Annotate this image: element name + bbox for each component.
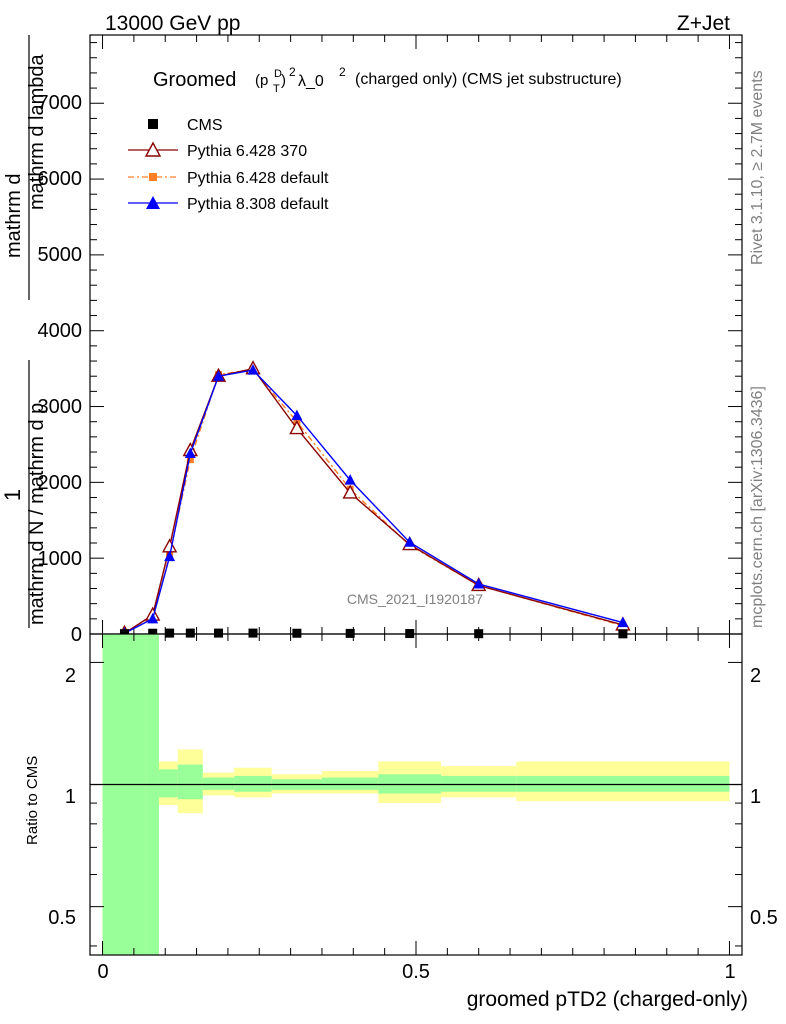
header-right: Z+Jet [677, 12, 730, 35]
svg-text:mathrm d lambda: mathrm d lambda [26, 54, 48, 210]
data-point [148, 628, 158, 638]
data-point [345, 628, 355, 638]
x-axis-label: groomed pTD2 (charged-only) [467, 988, 748, 1011]
ratio-band-green [202, 777, 235, 790]
ratio-axis-ticks [90, 634, 742, 955]
ratio-band-green [146, 634, 159, 955]
ratio-ytick-1: 1 [65, 786, 76, 808]
rivet-label: Rivet 3.1.10, ≥ 2.7M events [749, 70, 766, 265]
ratio-band-green [441, 775, 517, 792]
legend-label-pythia6-370: Pythia 6.428 370 [187, 143, 307, 160]
svg-text:mathrm d N / mathrm d p: mathrm d N / mathrm d p [26, 403, 48, 625]
ytick-0: 0 [71, 624, 82, 646]
data-point [404, 536, 416, 547]
svg-text:λ_0: λ_0 [298, 73, 324, 90]
ratio-band-green [177, 764, 203, 800]
data-point [473, 577, 485, 589]
ratio-band-green [102, 634, 147, 955]
ratio-ytick-1-right: 1 [750, 786, 761, 808]
ratio-ylabel: Ratio to CMS [24, 756, 41, 845]
ytick-2000: 2000 [38, 472, 83, 494]
svg-text:mathrm d: mathrm d [3, 174, 25, 258]
data-point [248, 628, 258, 638]
data-point [165, 628, 175, 638]
data-point [214, 628, 224, 638]
svg-text:Groomed: Groomed [153, 69, 236, 91]
svg-text:D: D [274, 68, 282, 80]
ytick-1000: 1000 [38, 548, 83, 570]
data-point [291, 409, 303, 421]
legend-entry-pythia6-370: Pythia 6.428 370 [128, 141, 307, 160]
main-ylabel: 1 mathrm d N / mathrm d p mathrm d mathr… [0, 35, 48, 628]
svg-text:T: T [273, 83, 280, 95]
data-point [342, 484, 358, 499]
data-point [289, 420, 305, 435]
ytick-7000: 7000 [38, 92, 83, 114]
ytick-5000: 5000 [38, 244, 83, 266]
svg-text:(charged only) (CMS jet substr: (charged only) (CMS jet substructure) [355, 71, 622, 88]
ratio-band-green [158, 769, 178, 798]
data-point [186, 456, 194, 464]
ratio-bands [102, 634, 730, 955]
legend-entry-pythia8-default: Pythia 8.308 default [128, 196, 329, 213]
svg-text:): ) [281, 72, 286, 89]
mcplots-label: mcplots.cern.ch [arXiv:1306.3436] [749, 386, 766, 628]
svg-text:1: 1 [0, 489, 25, 501]
ratio-band-green [234, 775, 272, 792]
ratio-ytick-0.5-right: 0.5 [750, 907, 778, 929]
ratio-ytick-2-right: 2 [750, 665, 761, 687]
ratio-plot: 0.5 1 2 0.5 1 2 Ratio to CMS 0 0.5 1 gro… [24, 633, 778, 1011]
ytick-6000: 6000 [38, 168, 83, 190]
ytick-3000: 3000 [38, 396, 83, 418]
series-pythia-8-308-default [118, 364, 629, 638]
legend: CMS Pythia 6.428 370 Pythia 6.428 defaul… [128, 117, 329, 213]
xtick-1: 1 [724, 961, 735, 983]
data-point [344, 474, 356, 485]
ratio-ytick-2: 2 [65, 665, 76, 687]
svg-text:(p: (p [255, 72, 268, 89]
xtick-0.5: 0.5 [402, 961, 430, 983]
data-point [161, 538, 178, 553]
ratio-band-green [516, 775, 730, 792]
data-point [617, 616, 629, 628]
ratio-band-green [321, 777, 379, 790]
main-y-tick-labels: 0 1000 2000 3000 4000 5000 6000 7000 [38, 92, 83, 646]
series-layer [116, 360, 631, 639]
legend-label-pythia6-default: Pythia 6.428 default [187, 170, 329, 187]
xtick-0: 0 [97, 961, 108, 983]
plot-title: Groomed (p D T ) 2 λ_0 2 (charged only) … [153, 65, 622, 95]
data-point [247, 364, 259, 375]
legend-label-cms: CMS [187, 117, 223, 134]
data-point [292, 628, 302, 638]
legend-label-pythia8-default: Pythia 8.308 default [187, 196, 329, 213]
svg-text:2: 2 [339, 65, 346, 79]
ytick-4000: 4000 [38, 320, 83, 342]
header-left: 13000 GeV pp [105, 12, 240, 35]
data-point [147, 612, 159, 624]
ratio-ytick-0.5: 0.5 [48, 907, 76, 929]
data-point [184, 447, 196, 459]
legend-entry-cms: CMS [148, 117, 223, 134]
data-point [213, 370, 225, 381]
ratio-band-green [378, 774, 442, 794]
legend-entry-pythia6-default: Pythia 6.428 default [128, 170, 329, 187]
analysis-watermark: CMS_2021_I1920187 [347, 591, 483, 607]
main-plot: 0 1000 2000 3000 4000 5000 6000 7000 Gro… [38, 34, 743, 646]
data-point [164, 550, 176, 562]
svg-text:2: 2 [289, 65, 296, 79]
data-point [185, 628, 195, 638]
